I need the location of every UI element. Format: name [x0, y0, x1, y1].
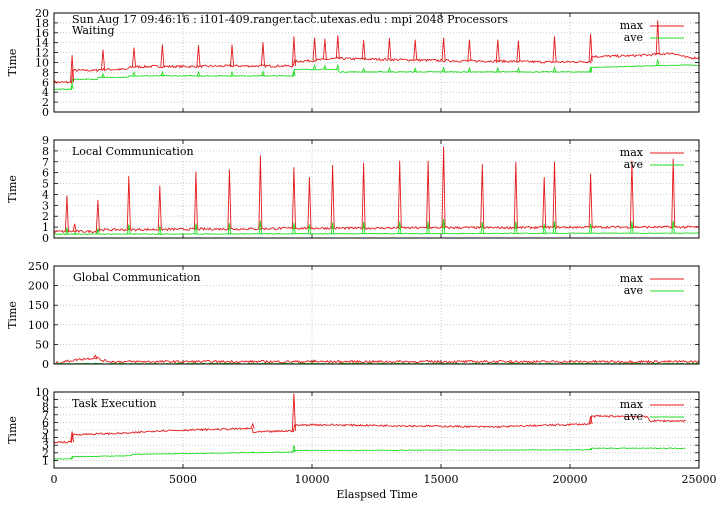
y-tick-label: 200 [28, 280, 49, 293]
y-tick-label: 0 [42, 358, 49, 371]
panel-label: Waiting [72, 24, 115, 37]
y-tick-label: 100 [28, 319, 49, 332]
panel-label: Global Communication [73, 271, 201, 284]
y-tick-label: 150 [28, 299, 49, 312]
x-tick-label: 15000 [424, 473, 459, 486]
y-tick-label: 20 [35, 7, 49, 20]
y-axis-label: Time [6, 301, 19, 329]
x-axis-label: Elaspsed Time [336, 488, 417, 501]
legend-label-ave: ave [624, 31, 643, 44]
panel-label: Task Execution [72, 397, 156, 410]
legend-label-ave: ave [624, 284, 643, 297]
y-axis-label: Time [6, 416, 19, 444]
x-tick-label: 20000 [553, 473, 588, 486]
y-axis-label: Time [6, 49, 19, 77]
y-tick-label: 250 [28, 260, 49, 273]
panel-label: Local Communication [72, 145, 194, 158]
legend-label-ave: ave [624, 158, 643, 171]
legend-label-ave: ave [624, 410, 643, 423]
y-tick-label: 50 [35, 338, 49, 351]
y-tick-label: 9 [42, 134, 49, 147]
x-tick-label: 0 [51, 473, 58, 486]
figure-title: Sun Aug 17 09:46:16 : i101-409.ranger.ta… [72, 13, 508, 26]
y-axis-label: Time [6, 175, 19, 203]
x-tick-label: 25000 [682, 473, 717, 486]
x-tick-label: 5000 [169, 473, 197, 486]
x-tick-label: 10000 [295, 473, 330, 486]
y-tick-label: 10 [35, 386, 49, 399]
